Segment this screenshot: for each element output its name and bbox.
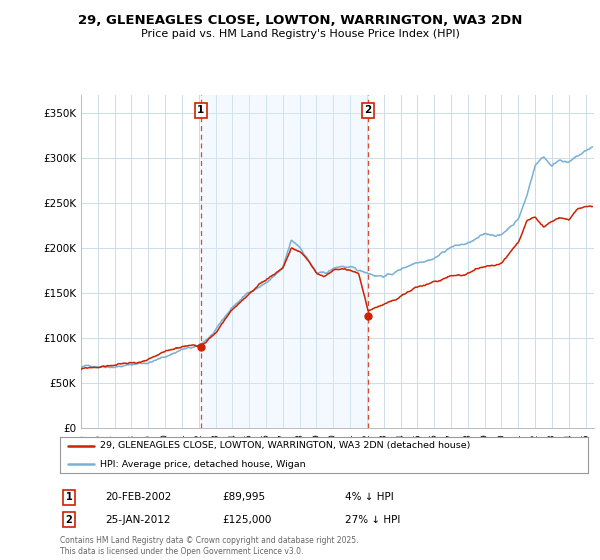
- Text: £125,000: £125,000: [222, 515, 271, 525]
- Text: 25-JAN-2012: 25-JAN-2012: [105, 515, 170, 525]
- Text: 27% ↓ HPI: 27% ↓ HPI: [345, 515, 400, 525]
- Text: 29, GLENEAGLES CLOSE, LOWTON, WARRINGTON, WA3 2DN (detached house): 29, GLENEAGLES CLOSE, LOWTON, WARRINGTON…: [100, 441, 470, 450]
- Text: HPI: Average price, detached house, Wigan: HPI: Average price, detached house, Wiga…: [100, 460, 305, 469]
- Text: Price paid vs. HM Land Registry's House Price Index (HPI): Price paid vs. HM Land Registry's House …: [140, 29, 460, 39]
- Text: 29, GLENEAGLES CLOSE, LOWTON, WARRINGTON, WA3 2DN: 29, GLENEAGLES CLOSE, LOWTON, WARRINGTON…: [78, 14, 522, 27]
- Text: 2: 2: [364, 105, 372, 115]
- Text: 1: 1: [65, 492, 73, 502]
- Bar: [201, 95, 368, 428]
- Text: Contains HM Land Registry data © Crown copyright and database right 2025.
This d: Contains HM Land Registry data © Crown c…: [60, 536, 359, 556]
- Text: 4% ↓ HPI: 4% ↓ HPI: [345, 492, 394, 502]
- Text: £89,995: £89,995: [222, 492, 265, 502]
- Text: 1: 1: [197, 105, 205, 115]
- Text: 20-FEB-2002: 20-FEB-2002: [105, 492, 172, 502]
- Text: 2: 2: [65, 515, 73, 525]
